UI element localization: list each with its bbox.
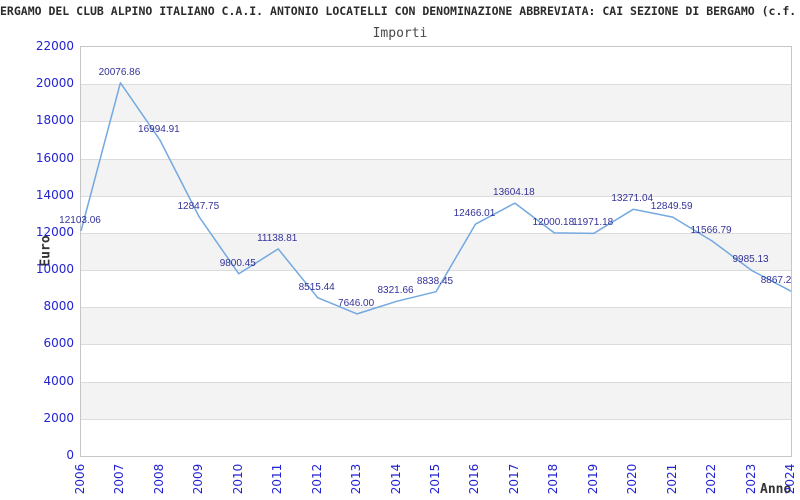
data-point-label: 16994.91 [138,124,180,136]
chart-subtitle: Importi [372,26,428,41]
gridline [81,159,791,160]
x-tick-label: 2010 [230,463,245,495]
gridline [81,233,791,234]
x-tick-label: 2016 [467,463,482,495]
data-point-label: 7646.00 [338,297,375,309]
y-tick-label: 8000 [43,299,74,314]
y-tick-label: 4000 [43,373,74,388]
data-point-label: 12000.18 [532,216,575,228]
data-point-label: 11566.79 [690,224,732,236]
x-tick-label: 2020 [625,463,640,495]
gridline [81,419,791,420]
y-tick-label: 22000 [35,39,74,53]
x-tick-label: 2018 [546,463,561,495]
data-point-label: 12103.06 [59,214,101,226]
data-point-label: 12466.01 [453,208,496,220]
data-point-label: 11138.81 [257,232,298,244]
x-axis-title: Anno [760,482,792,497]
data-point-label: 9985.13 [732,254,769,266]
data-point-label: 8838.45 [416,275,454,287]
data-point-label: 11971.18 [572,217,614,229]
data-point-label: 8321.66 [377,285,414,297]
y-tick-label: 2000 [43,410,74,425]
plot-band [81,84,791,122]
data-point-label: 8515.44 [298,281,335,293]
plot-band [81,158,791,196]
data-point-label: 12849.59 [650,201,693,213]
gridline [81,307,791,308]
x-tick-label: 2012 [309,463,324,495]
gridline [81,196,791,197]
plot-band [81,232,791,271]
data-point-label: 12847.75 [177,201,220,213]
y-tick-label: 6000 [43,336,74,351]
data-point-label: 9800.45 [219,257,256,269]
x-tick-label: 2008 [151,463,166,495]
data-point-label: 13271.04 [611,193,654,205]
y-tick-label: 18000 [35,113,74,128]
x-tick-label: 2009 [191,463,206,495]
x-tick-label: 2022 [704,463,719,495]
plot-band [81,307,791,345]
chart-title: ERGAMO DEL CLUB ALPINO ITALIANO C.A.I. A… [0,4,797,18]
x-tick-label: 2015 [428,463,442,495]
series-line-importi [80,82,792,315]
series-svg [80,82,792,315]
gridline [81,382,791,383]
y-tick-label: 10000 [35,262,74,277]
x-tick-label: 2013 [349,463,364,495]
gridline [81,121,791,122]
y-tick-label: 14000 [35,187,74,202]
x-tick-label: 2007 [112,463,127,495]
x-tick-label: 2024 [783,463,797,495]
x-tick-label: 2023 [743,463,758,495]
gridline [81,84,791,85]
y-tick-label: 12000 [35,224,74,239]
x-tick-label: 2017 [506,463,521,495]
data-point-label: 13604.18 [493,187,535,199]
data-point-label: 8867.2 [760,275,792,287]
x-tick-label: 2021 [664,463,679,495]
y-tick-label: 0 [66,448,74,462]
x-tick-label: 2019 [585,463,600,495]
plot-band [81,381,791,419]
x-tick-label: 2014 [388,463,403,495]
gridline [81,344,791,345]
plot-area [80,46,792,457]
x-tick-label: 2006 [73,463,87,495]
data-point-label: 20076.86 [98,66,141,78]
y-tick-label: 16000 [35,150,74,165]
y-tick-label: 20000 [35,76,74,91]
gridline [81,270,791,271]
x-tick-label: 2011 [270,463,285,495]
